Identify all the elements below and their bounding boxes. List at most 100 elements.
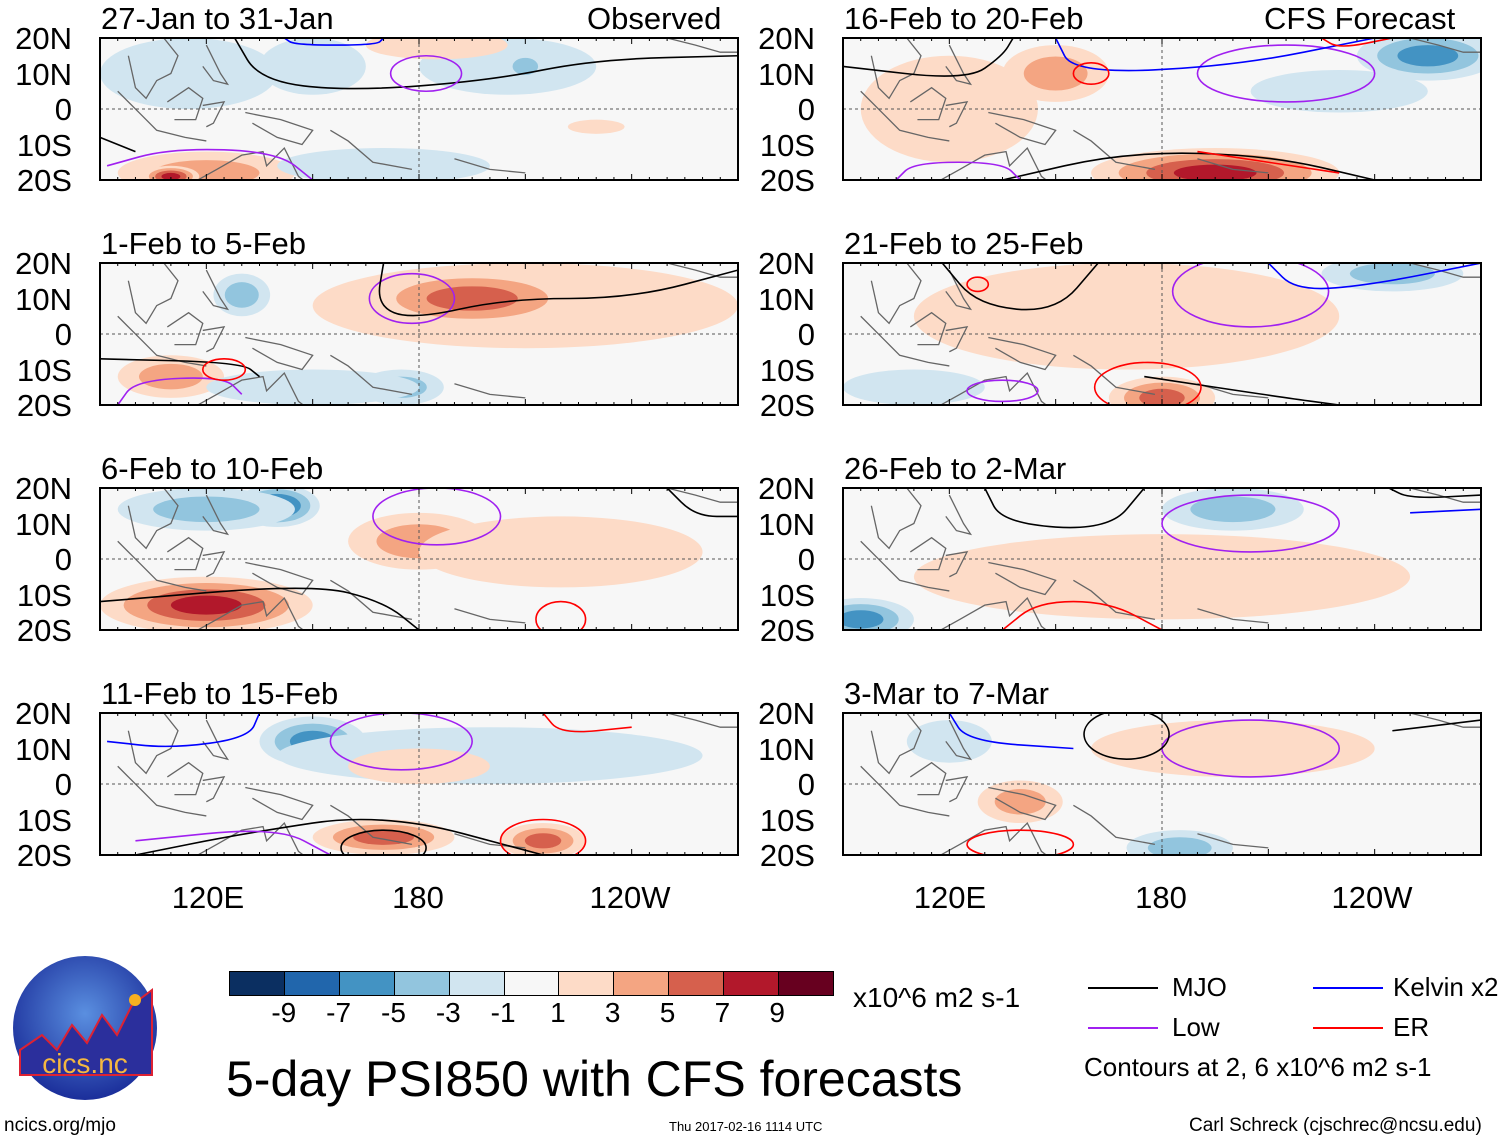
mjo-contour	[378, 263, 738, 317]
coastline	[1197, 608, 1269, 624]
lat-label: 10N	[758, 506, 815, 542]
coastline	[939, 371, 1048, 405]
footer-credit: Carl Schreck (cjschrec@ncsu.edu)	[1189, 1115, 1482, 1136]
low-contour	[389, 54, 463, 93]
lat-label: 20S	[759, 388, 815, 423]
coastline	[666, 488, 738, 503]
mjo-contour	[100, 587, 420, 630]
map-panel	[842, 262, 1482, 406]
lat-label: 20S	[16, 388, 72, 423]
lat-label: 10N	[15, 56, 72, 92]
coastline	[988, 786, 1057, 821]
coastline	[666, 38, 738, 53]
lat-label: 0	[797, 542, 815, 577]
mjo-contour	[941, 263, 1099, 311]
anomaly-shade	[1023, 56, 1088, 91]
mjo-contour	[340, 829, 427, 855]
colorbar-swatch	[394, 972, 450, 995]
legend-kelvin-line	[1313, 987, 1383, 989]
coastline	[666, 713, 738, 728]
colorbar-swatch	[230, 972, 285, 995]
coastline	[860, 90, 950, 142]
anomaly-shade	[100, 38, 278, 109]
lat-label: 10N	[758, 731, 815, 767]
lat-label: 10S	[16, 577, 72, 613]
coastline	[330, 579, 413, 620]
colorbar	[229, 971, 834, 996]
lat-label: 0	[797, 92, 815, 127]
anomaly-shade	[512, 57, 539, 75]
colorbar-tick-label: -1	[490, 997, 516, 1028]
coastline	[666, 263, 738, 278]
colorbar-tick-label: -3	[435, 997, 461, 1028]
coastline	[870, 488, 922, 550]
coastline	[1073, 354, 1156, 395]
lat-label: 10S	[759, 352, 815, 388]
lat-label: 20S	[759, 613, 815, 648]
map-panel	[842, 487, 1482, 631]
er-contour	[201, 358, 247, 381]
mjo-contour	[984, 488, 1145, 529]
anomaly-shade	[348, 748, 490, 784]
lon-label-180: 180	[392, 880, 444, 915]
colorbar-units: x10^6 m2 s-1	[853, 982, 1021, 1013]
er-contour	[1093, 361, 1202, 405]
legend-mjo-line	[1088, 987, 1158, 989]
lat-label: 0	[797, 767, 815, 802]
coastline	[166, 536, 204, 571]
coastline	[245, 111, 314, 146]
lat-label: 10N	[15, 731, 72, 767]
lat-label: 10S	[759, 802, 815, 838]
kelvin-contour	[107, 713, 261, 748]
anomaly-shade	[906, 720, 992, 763]
lat-label: 0	[54, 317, 72, 352]
low-contour	[135, 830, 331, 855]
coastline	[939, 596, 1048, 630]
map-panel	[842, 37, 1482, 181]
mjo-contour	[1002, 152, 1375, 180]
lat-label: 10S	[16, 802, 72, 838]
kelvin-contour	[1410, 508, 1481, 514]
lat-label: 20N	[15, 21, 72, 56]
coastline	[860, 540, 950, 592]
coastline	[870, 38, 922, 100]
figure-title: 5-day PSI850 with CFS forecasts	[226, 1051, 963, 1107]
anomaly-shade	[843, 610, 884, 629]
coastline	[1073, 804, 1156, 845]
coastline	[117, 540, 207, 592]
coastline	[196, 821, 305, 855]
low-contour	[1161, 494, 1341, 553]
anomaly-shade	[161, 172, 181, 180]
er-contour	[535, 600, 587, 630]
footer-url[interactable]: ncics.org/mjo	[4, 1115, 116, 1136]
anomaly-shade	[994, 788, 1046, 815]
low-contour	[329, 713, 473, 771]
colorbar-tick-label: -7	[326, 997, 352, 1028]
colorbar-swatch	[779, 972, 833, 995]
anomaly-shade	[1190, 496, 1276, 523]
low-contour	[106, 148, 314, 180]
legend-kelvin-label: Kelvin x2	[1393, 972, 1499, 1002]
mjo-contour	[1392, 719, 1481, 732]
mjo-contour	[666, 488, 738, 518]
colorbar-tick-label: 7	[714, 997, 731, 1028]
lon-label-120e: 120E	[171, 880, 245, 915]
lat-label: 20S	[16, 613, 72, 648]
colorbar-tick-label: -5	[381, 997, 406, 1028]
coastline	[945, 44, 973, 86]
coastline	[117, 315, 207, 367]
coastline	[939, 821, 1048, 855]
lat-label: 10N	[758, 281, 815, 317]
kelvin-contour	[1267, 263, 1481, 290]
map-panel	[842, 712, 1482, 856]
lat-label: 20N	[758, 246, 815, 281]
legend-note: Contours at 2, 6 x10^6 m2 s-1	[1084, 1052, 1432, 1082]
er-contour	[966, 276, 990, 293]
coastline	[202, 326, 226, 353]
forecast-label: CFS Forecast	[1264, 1, 1456, 36]
coastline	[1197, 833, 1269, 849]
coastline	[860, 765, 950, 817]
coastline	[1197, 158, 1269, 174]
legend-low-label: Low	[1172, 1012, 1220, 1042]
anomaly-shade	[1250, 69, 1428, 113]
